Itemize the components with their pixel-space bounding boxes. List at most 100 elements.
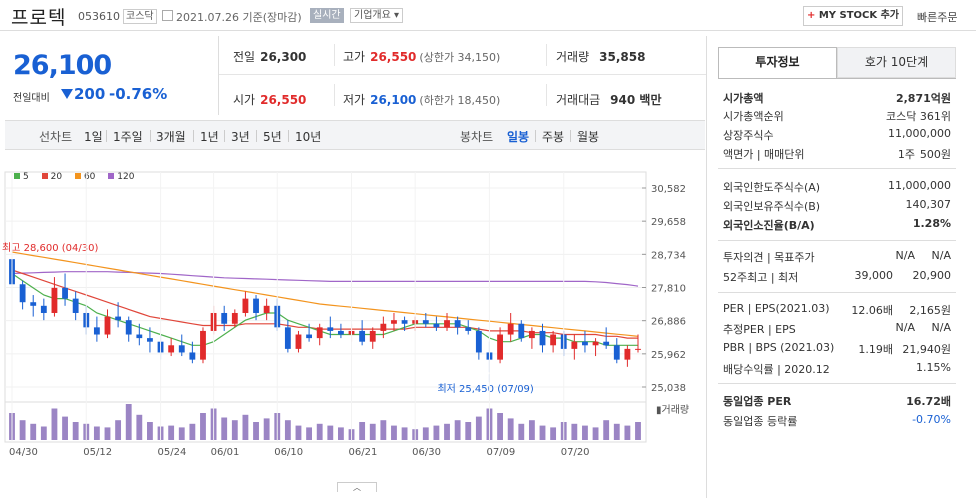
info-row: 액면가 | 매매단위 500원 1주 (723, 146, 951, 164)
volume-frame (4, 401, 647, 443)
info-row-label: 상장주식수 (723, 129, 774, 142)
price-summary: 전일 26,300 고가 26,550 (상한가 34,150) 거래량 35,858 … (218, 36, 706, 115)
tab-10y[interactable]: 10년 (295, 130, 322, 144)
volume-bar (19, 420, 26, 440)
legend-ma5: 5 (12, 172, 29, 182)
info-row-label: PER | EPS(2021.03) (723, 302, 830, 315)
tab-5y[interactable]: 5년 (263, 130, 282, 144)
upper-limit: (상한가 34,150) (419, 51, 501, 64)
info-row: 추정PER | EPS N/A N/A (723, 321, 951, 339)
volume-bar (263, 418, 270, 440)
candle-body (316, 327, 323, 339)
tab-1w[interactable]: 1주일 (113, 130, 143, 144)
volume-bar (528, 420, 535, 440)
info-row-label: 투자의견 | 목표주가 (723, 251, 815, 264)
info-row: PBR | BPS (2021.03) 21,940원 1.19배 (723, 341, 951, 359)
candle-body (40, 305, 47, 313)
change-label: 전일대비 (13, 93, 50, 104)
candle-body (147, 338, 153, 342)
volume-bar (592, 427, 599, 440)
quick-order-link[interactable]: 빠른주문 (917, 11, 958, 24)
volume-bar (242, 414, 249, 440)
volume-bar (30, 423, 37, 440)
info-row-value: 20,900 (912, 269, 952, 282)
lower-limit: (하한가 18,450) (419, 94, 501, 107)
candle-body (93, 327, 100, 335)
tab-daily[interactable]: 일봉 (507, 130, 530, 144)
ma-legend: 5 20 60 120 (12, 172, 142, 182)
candle-body (635, 348, 641, 350)
current-price: 26,100 (13, 50, 112, 81)
candle-body (295, 334, 302, 349)
tab-weekly[interactable]: 주봉 (542, 130, 565, 144)
candle-body (624, 348, 631, 360)
candle-body (475, 330, 482, 353)
tab-3y[interactable]: 3년 (231, 130, 250, 144)
high-label: 고가 (343, 50, 366, 64)
info-row-value: N/A (931, 321, 951, 334)
candle-body (613, 345, 620, 360)
prev-close-value: 26,300 (260, 50, 307, 64)
volume-bar (539, 425, 546, 440)
volume-bar (422, 427, 429, 440)
info-row: PER | EPS(2021.03) 2,165원 12.06배 (723, 302, 951, 320)
volume-bar (391, 425, 397, 440)
info-row-label: 외국인보유주식수(B) (723, 200, 821, 213)
tab-investment-info[interactable]: 투자정보 (718, 47, 837, 78)
volume-bar (125, 404, 132, 440)
stock-header: 프로텍 053610 코스닥 2021.07.26 기준(장마감) 실시간 기업… (0, 0, 976, 31)
high-price: 고가 26,550 (상한가 34,150) (343, 48, 500, 65)
candle-body (497, 334, 503, 360)
volume-label: ▮거래량 (656, 404, 689, 416)
info-row-label: 시가총액 (723, 92, 764, 105)
volume-bar (253, 422, 259, 440)
tab-order-book[interactable]: 호가 10단계 (837, 47, 956, 78)
investment-info-panel: 투자정보 호가 10단계 시가총액 2,871억원 시가총액순위 코스닥 361위 상장… (706, 36, 976, 498)
tab-3m[interactable]: 3개월 (156, 130, 186, 144)
high-value: 26,550 (370, 50, 417, 64)
volume-bar (72, 422, 79, 440)
legend-ma60-label: 60 (83, 172, 96, 182)
candle-body (189, 352, 196, 360)
chart-period-tabs: 선차트 1일 1주일 3개월 1년 3년 5년 10년 봉차트 일봉 주봉 월봉 (5, 120, 705, 150)
info-row-label: 외국인소진율(B/A) (723, 219, 815, 232)
info-row-label: 배당수익률 | 2020.12 (723, 363, 830, 376)
volume-bar (613, 423, 620, 440)
tab-1y[interactable]: 1년 (200, 130, 219, 144)
info-row-value: 21,940원 (902, 343, 951, 356)
candle-body (528, 330, 535, 339)
expand-chart-button[interactable]: ︿ (337, 482, 377, 492)
candle-body (115, 316, 122, 321)
info-row: 배당수익률 | 2020.12 1.15% (723, 361, 951, 379)
line-chart-label: 선차트 (39, 130, 73, 144)
volume-bar (550, 427, 557, 440)
realtime-button[interactable]: 실시간 (310, 8, 344, 23)
candle-body (200, 330, 206, 360)
company-info-dropdown[interactable]: 기업개요 ▾ (350, 8, 404, 23)
legend-ma20-label: 20 (50, 172, 63, 182)
volume-bar (454, 420, 461, 440)
info-row: 52주최고 | 최저 20,900 39,000 (723, 269, 951, 287)
tab-monthly[interactable]: 월봉 (577, 130, 600, 144)
volume-bar (168, 425, 175, 440)
candle-body (359, 330, 366, 342)
add-my-stock-button[interactable]: + MY STOCK 추가 (803, 6, 903, 26)
chevron-down-icon: ▾ (394, 10, 400, 21)
info-row-label: 추정PER | EPS (723, 323, 796, 336)
stock-code: 053610 (78, 10, 120, 23)
tab-1d[interactable]: 1일 (84, 130, 103, 144)
volume-bar (635, 422, 641, 440)
info-row-value: 11,000,000 (888, 127, 951, 140)
candle-body (444, 320, 450, 328)
candle-body (242, 298, 249, 313)
info-row-value: N/A (931, 249, 951, 262)
candle-chart-label: 봉차트 (460, 130, 494, 144)
price-chart[interactable]: 30,582 29,658 28,734 27,810 26,886 25,962 25,0… (0, 150, 705, 490)
volume-bar (306, 427, 313, 440)
y-tick-label: 25,962 (651, 350, 686, 361)
legend-ma120-label: 120 (117, 172, 135, 182)
candle-body (422, 320, 429, 324)
info-row-value: 2,165원 (909, 304, 951, 317)
summary-row-1 (219, 36, 706, 75)
volume-bar (51, 408, 58, 440)
